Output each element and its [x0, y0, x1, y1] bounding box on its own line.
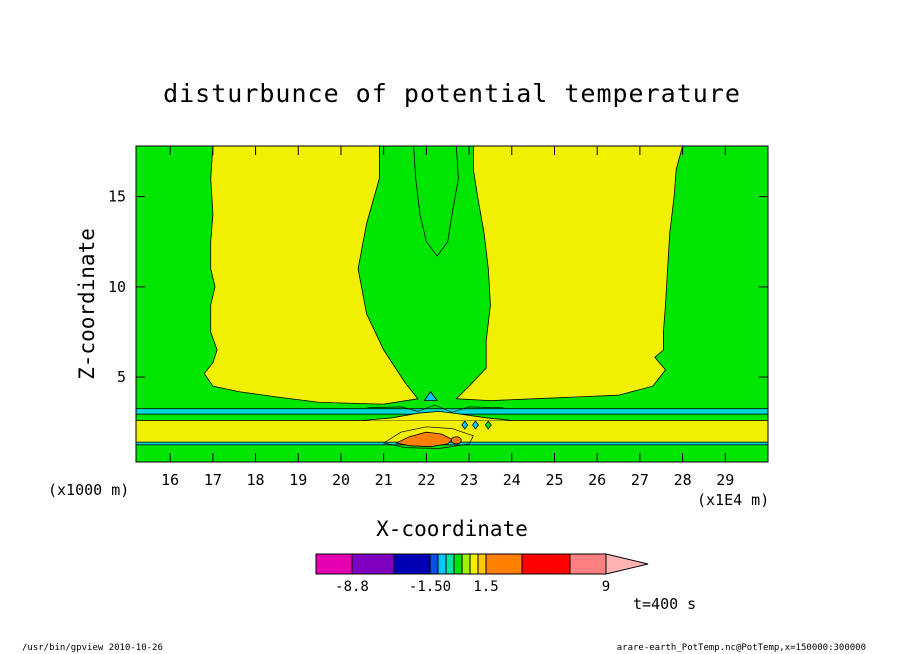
colorbar-swatch [351, 553, 395, 575]
x-tick-label: 16 [161, 471, 179, 489]
colorbar-swatch [429, 553, 439, 575]
small-diamond-feature [461, 420, 469, 430]
plot-area [136, 146, 768, 462]
y-axis: 5 10 15 [108, 188, 768, 386]
field-top-intrusion [413, 146, 459, 257]
x-tick-label: 29 [716, 471, 734, 489]
colorbar-swatch [569, 553, 607, 575]
footer-left: /usr/bin/gpview 2010-10-26 [22, 643, 163, 653]
plot-frame [135, 145, 769, 463]
x-unit-label: (x1E4 m) [697, 491, 769, 509]
wave-contour [366, 404, 504, 413]
x-tick-label: 28 [674, 471, 692, 489]
x-tick-label: 24 [503, 471, 521, 489]
time-label: t=400 s [633, 595, 696, 613]
x-tick-label: 23 [460, 471, 478, 489]
small-cyan-feature [423, 390, 438, 402]
colorbar-swatch [315, 553, 353, 575]
colorbar-swatch [485, 553, 523, 575]
colorbar-tick-label: -1.50 [409, 579, 451, 595]
colorbar-swatch [445, 553, 455, 575]
x-tick-label: 27 [631, 471, 649, 489]
colorbar: -8.8 -1.50 1.5 9 [315, 553, 649, 595]
small-diamond-feature [484, 420, 492, 430]
field-right-plume [455, 146, 684, 402]
colorbar-swatch [453, 553, 463, 575]
y-tick-label: 10 [108, 278, 126, 296]
colorbar-tick-label: 9 [602, 579, 610, 595]
field-left-plume [203, 146, 419, 405]
chart-title: disturbunce of potential temperature [163, 79, 741, 108]
x-tick-label: 25 [545, 471, 563, 489]
colorbar-tick-label: 1.5 [473, 579, 498, 595]
x-tick-label: 22 [417, 471, 435, 489]
small-diamond-feature [472, 420, 479, 430]
colorbar-swatch [461, 553, 471, 575]
core-contour [382, 426, 474, 449]
x-axis: 16 17 18 19 20 21 22 23 24 25 26 27 28 29 [161, 146, 734, 489]
x-tick-label: 18 [247, 471, 265, 489]
field-core-orange-small [450, 436, 462, 445]
footer-right: arare-earth_PotTemp.nc@PotTemp,x=150000:… [617, 643, 866, 653]
x-axis-label: X-coordinate [376, 517, 528, 541]
y-unit-label: (x1000 m) [48, 481, 129, 499]
colorbar-swatch [477, 553, 487, 575]
colorbar-swatch [437, 553, 447, 575]
colorbar-swatch [521, 553, 571, 575]
colorbar-tick-label: -8.8 [335, 579, 369, 595]
x-tick-label: 20 [332, 471, 350, 489]
x-tick-label: 19 [289, 471, 307, 489]
x-tick-label: 21 [375, 471, 393, 489]
colorbar-swatch [469, 553, 479, 575]
colorbar-arrow [605, 553, 649, 575]
y-axis-label: Z-coordinate [75, 228, 99, 380]
x-tick-label: 26 [588, 471, 606, 489]
lower-band-bump [362, 410, 512, 421]
x-tick-label: 17 [204, 471, 222, 489]
y-tick-label: 15 [108, 188, 126, 206]
colorbar-swatch [393, 553, 431, 575]
y-tick-label: 5 [117, 368, 126, 386]
